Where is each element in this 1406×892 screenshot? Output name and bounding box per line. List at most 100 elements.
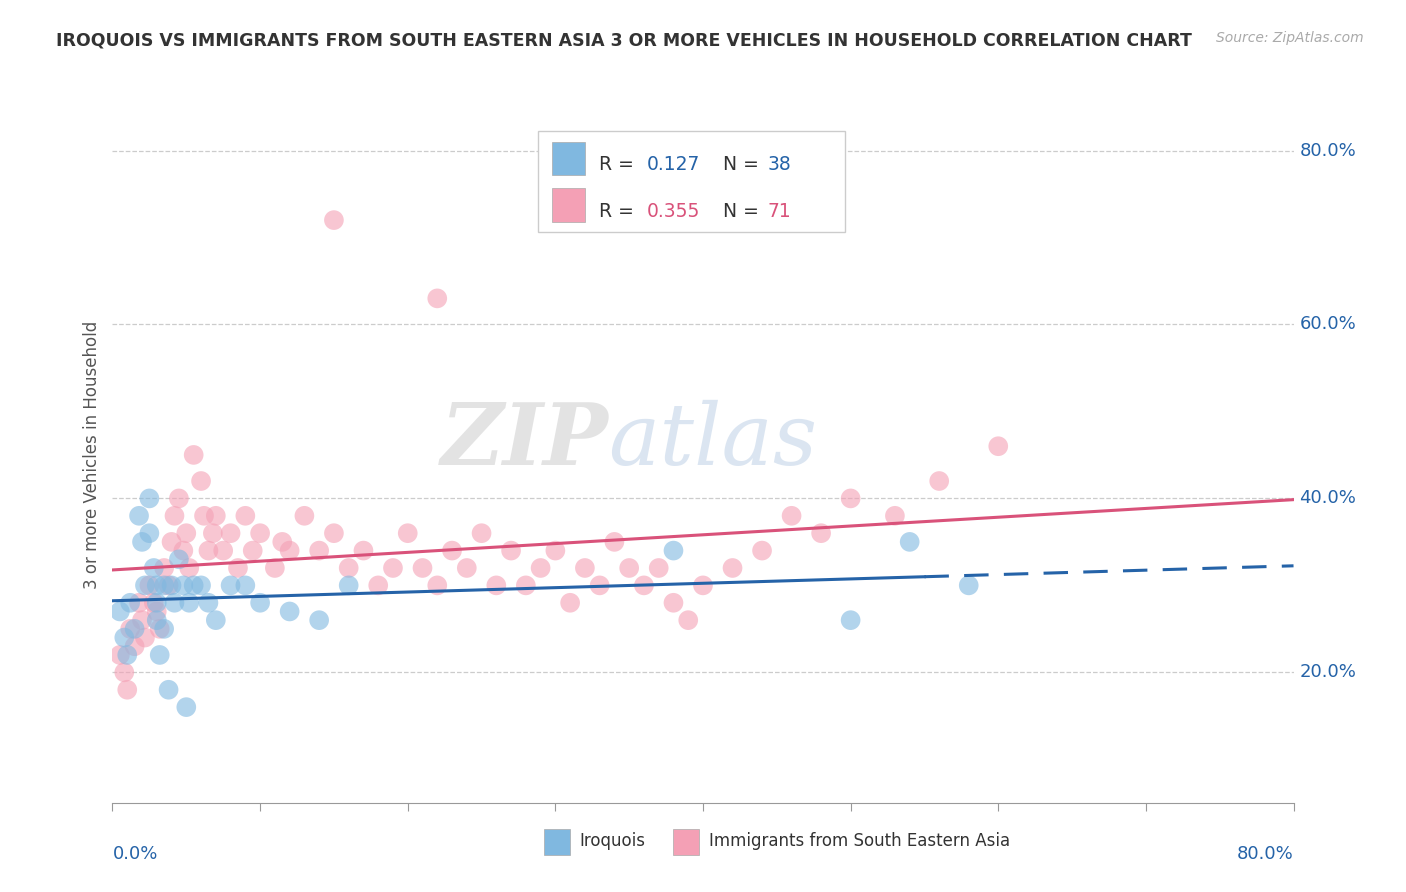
- Text: 38: 38: [768, 155, 792, 174]
- Point: [308, 543, 330, 558]
- Point: [662, 596, 685, 610]
- Point: [898, 534, 921, 549]
- Bar: [673, 829, 699, 855]
- Point: [134, 631, 156, 645]
- Text: 80.0%: 80.0%: [1237, 845, 1294, 863]
- Point: [112, 631, 135, 645]
- Point: [190, 578, 212, 592]
- Point: [167, 552, 190, 566]
- Point: [149, 648, 172, 662]
- Point: [264, 561, 287, 575]
- Point: [197, 596, 219, 610]
- Point: [112, 665, 135, 680]
- Point: [219, 526, 242, 541]
- Point: [323, 526, 346, 541]
- Point: [278, 543, 301, 558]
- Text: N =: N =: [723, 202, 765, 221]
- Point: [174, 526, 197, 541]
- Point: [928, 474, 950, 488]
- Point: [138, 578, 160, 592]
- Point: [153, 622, 176, 636]
- Text: Source: ZipAtlas.com: Source: ZipAtlas.com: [1216, 31, 1364, 45]
- Point: [205, 613, 228, 627]
- Text: 0.127: 0.127: [647, 155, 700, 174]
- Point: [352, 543, 374, 558]
- Point: [201, 526, 224, 541]
- Point: [678, 613, 700, 627]
- Point: [839, 613, 862, 627]
- Point: [174, 700, 197, 714]
- Point: [142, 596, 165, 610]
- Point: [633, 578, 655, 592]
- Text: Iroquois: Iroquois: [579, 832, 645, 850]
- Point: [128, 596, 150, 610]
- Point: [501, 543, 523, 558]
- Point: [146, 605, 169, 619]
- Point: [647, 561, 671, 575]
- Point: [146, 578, 169, 592]
- Point: [124, 622, 146, 636]
- Text: 20.0%: 20.0%: [1299, 664, 1357, 681]
- Point: [367, 578, 389, 592]
- Point: [588, 578, 610, 592]
- Point: [957, 578, 980, 592]
- Point: [157, 578, 180, 592]
- Point: [149, 622, 172, 636]
- Point: [987, 439, 1010, 453]
- Point: [160, 578, 183, 592]
- Point: [529, 561, 551, 575]
- Point: [172, 543, 194, 558]
- Point: [138, 526, 160, 541]
- Point: [117, 648, 138, 662]
- Point: [124, 639, 146, 653]
- Point: [233, 578, 256, 592]
- Point: [134, 578, 156, 592]
- Point: [193, 508, 215, 523]
- Point: [780, 508, 803, 523]
- Point: [242, 543, 264, 558]
- Text: ZIP: ZIP: [440, 400, 609, 483]
- Point: [249, 526, 271, 541]
- Point: [190, 474, 212, 488]
- Point: [142, 561, 165, 575]
- Point: [292, 508, 315, 523]
- Point: [692, 578, 714, 592]
- Point: [120, 596, 142, 610]
- Point: [603, 534, 626, 549]
- Point: [205, 508, 228, 523]
- Point: [131, 613, 153, 627]
- Point: [810, 526, 832, 541]
- Point: [662, 543, 685, 558]
- Text: 80.0%: 80.0%: [1299, 142, 1357, 160]
- Point: [131, 534, 153, 549]
- Text: 0.0%: 0.0%: [112, 845, 157, 863]
- Point: [167, 491, 190, 506]
- Point: [233, 508, 256, 523]
- Point: [884, 508, 907, 523]
- Point: [544, 543, 567, 558]
- Point: [485, 578, 508, 592]
- Text: Immigrants from South Eastern Asia: Immigrants from South Eastern Asia: [709, 832, 1010, 850]
- Point: [172, 578, 194, 592]
- Text: atlas: atlas: [609, 400, 818, 483]
- Point: [619, 561, 641, 575]
- Point: [308, 613, 330, 627]
- Point: [249, 596, 271, 610]
- Point: [470, 526, 494, 541]
- Point: [839, 491, 862, 506]
- Bar: [551, 142, 585, 175]
- Y-axis label: 3 or more Vehicles in Household: 3 or more Vehicles in Household: [83, 321, 101, 589]
- Text: 0.355: 0.355: [647, 202, 700, 221]
- Point: [108, 605, 131, 619]
- Point: [146, 613, 169, 627]
- Point: [337, 578, 360, 592]
- Point: [337, 561, 360, 575]
- Text: N =: N =: [723, 155, 765, 174]
- Text: IROQUOIS VS IMMIGRANTS FROM SOUTH EASTERN ASIA 3 OR MORE VEHICLES IN HOUSEHOLD C: IROQUOIS VS IMMIGRANTS FROM SOUTH EASTER…: [56, 31, 1192, 49]
- Point: [751, 543, 773, 558]
- Point: [441, 543, 464, 558]
- Text: R =: R =: [599, 155, 640, 174]
- Point: [179, 561, 201, 575]
- Point: [120, 622, 142, 636]
- Point: [138, 491, 160, 506]
